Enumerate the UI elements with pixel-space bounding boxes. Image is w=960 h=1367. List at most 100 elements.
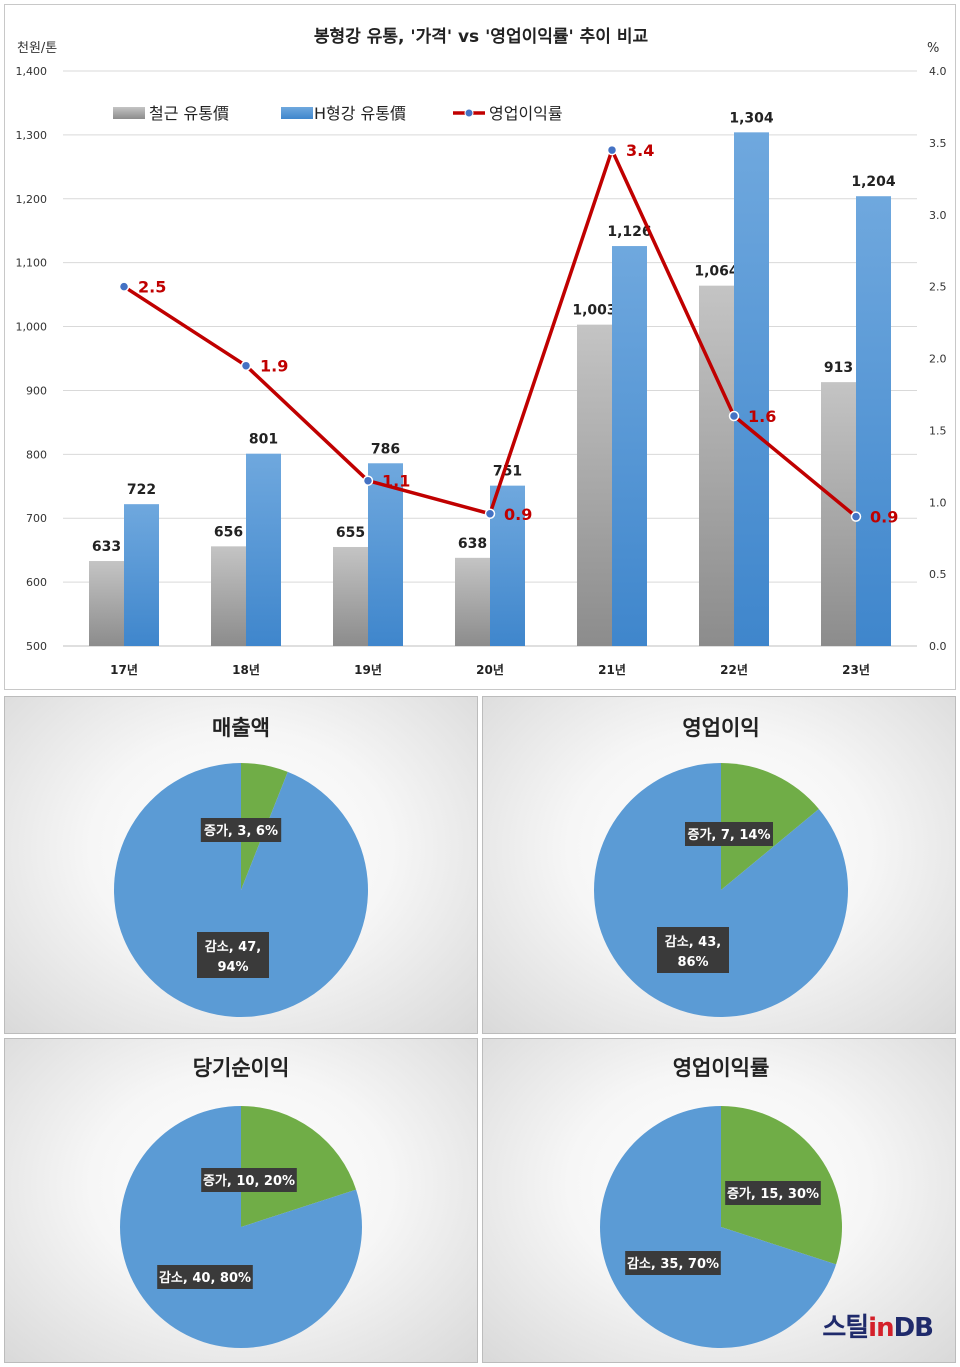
line-label-operating-margin: 1.1 xyxy=(382,472,410,491)
line-point-operating-margin xyxy=(484,508,496,519)
y-tick-right: 4.0 xyxy=(929,65,947,78)
pie-label-box xyxy=(625,1251,721,1275)
bar-hbeam-price-label: 1,126 xyxy=(607,224,651,240)
bar-hbeam-price-label: 1,304 xyxy=(729,110,774,126)
bar-rebar-price xyxy=(455,557,490,646)
legend-swatch-margin-dot xyxy=(464,108,474,118)
y-tick-right: 3.5 xyxy=(929,137,947,150)
line-label-operating-margin: 0.9 xyxy=(504,505,532,524)
pie-label-text: 감소, 35, 70% xyxy=(627,1257,719,1272)
y-tick-left: 1,300 xyxy=(16,129,48,142)
pie-label-box xyxy=(725,1181,821,1205)
pie-panel-operating-profit: 영업이익 증가, 7, 14% 감소, 43, 86% xyxy=(482,696,956,1034)
pie-panel-sales: 매출액 증가, 3, 6% 감소, 47, 94% xyxy=(4,696,478,1034)
bar-rebar-price-label: 638 xyxy=(458,536,487,552)
x-tick-label: 20년 xyxy=(476,663,504,677)
bar-hbeam-price xyxy=(612,246,647,647)
pie-label-text: 감소, 40, 80% xyxy=(159,1271,251,1286)
bar-rebar-price-label: 655 xyxy=(336,525,365,541)
pie-title: 영업이익률 xyxy=(673,1056,770,1080)
line-point-operating-margin xyxy=(118,281,130,292)
bar-rebar-price-label: 1,064 xyxy=(694,264,739,280)
y-tick-left: 600 xyxy=(26,576,47,589)
pie-title: 영업이익 xyxy=(682,716,759,740)
x-tick-label: 19년 xyxy=(354,663,382,677)
y-tick-right: 3.0 xyxy=(929,209,947,222)
pie-label-box xyxy=(197,932,269,978)
bar-rebar-price xyxy=(333,546,368,646)
pie-label-text: 증가, 3, 6% xyxy=(204,824,278,839)
x-tick-label: 22년 xyxy=(720,663,748,677)
bar-hbeam-price xyxy=(734,132,769,646)
bar-hbeam-price xyxy=(490,485,525,646)
y-tick-left: 900 xyxy=(26,384,47,397)
legend-swatch-hbeam xyxy=(281,107,313,119)
pie-title: 매출액 xyxy=(212,716,270,740)
pie-title: 당기순이익 xyxy=(193,1056,290,1080)
bar-rebar-price xyxy=(89,561,124,646)
bar-hbeam-price xyxy=(856,196,891,646)
bar-rebar-price-label: 633 xyxy=(92,539,121,555)
x-tick-label: 17년 xyxy=(110,663,138,677)
y-tick-left: 1,100 xyxy=(16,257,48,270)
bar-hbeam-price-label: 722 xyxy=(127,482,156,498)
y-tick-right: 0.0 xyxy=(929,640,947,653)
line-point-operating-margin xyxy=(728,410,740,422)
legend-label-rebar: 철근 유통價 xyxy=(149,104,229,123)
bar-hbeam-price-label: 786 xyxy=(371,441,400,457)
y-tick-right: 1.0 xyxy=(929,496,947,509)
bar-hbeam-price-label: 801 xyxy=(249,432,278,448)
pie-label-box xyxy=(200,818,282,842)
y-tick-left: 1,200 xyxy=(16,193,48,206)
pie-label-text: 94% xyxy=(217,960,248,975)
pie-slice-decrease xyxy=(600,1106,837,1348)
bar-hbeam-price xyxy=(246,453,281,646)
line-point-operating-margin xyxy=(240,360,252,371)
bar-hbeam-price xyxy=(368,463,403,646)
line-label-operating-margin: 2.5 xyxy=(138,278,166,297)
pie-slice-increase xyxy=(241,1106,357,1227)
y-tick-right: 2.0 xyxy=(929,353,947,366)
y-tick-left: 500 xyxy=(26,640,47,653)
bar-rebar-price xyxy=(699,285,734,646)
bar-hbeam-price-label: 1,204 xyxy=(851,174,896,190)
line-point-operating-margin xyxy=(362,475,374,486)
line-label-operating-margin: 0.9 xyxy=(870,508,898,527)
bar-hbeam-price-label: 751 xyxy=(493,464,522,480)
bar-hbeam-price xyxy=(124,504,159,646)
line-point-operating-margin xyxy=(850,511,862,522)
pie-label-text: 증가, 15, 30% xyxy=(727,1187,819,1202)
bar-rebar-price-label: 1,003 xyxy=(572,303,616,319)
legend-label-margin: 영업이익률 xyxy=(489,104,563,123)
x-tick-label: 18년 xyxy=(232,663,260,677)
bar-rebar-price xyxy=(577,324,612,646)
y-tick-left: 700 xyxy=(26,512,47,525)
bar-rebar-price-label: 656 xyxy=(214,524,243,540)
x-tick-label: 21년 xyxy=(598,663,626,677)
pie-label-text: 증가, 7, 14% xyxy=(687,828,770,843)
y-tick-left: 1,400 xyxy=(16,65,48,78)
line-label-operating-margin: 3.4 xyxy=(626,141,654,160)
pie-label-box xyxy=(685,822,773,846)
legend-label-hbeam: H형강 유통價 xyxy=(314,104,406,123)
pie-label-box xyxy=(157,1265,253,1289)
bar-rebar-price-label: 913 xyxy=(824,360,853,376)
y-axis-right-label: % xyxy=(927,41,939,56)
steelindb-logo: 스틸inDB xyxy=(822,1313,934,1343)
y-tick-left: 800 xyxy=(26,448,47,461)
pie-label-text: 증가, 10, 20% xyxy=(203,1174,295,1189)
y-tick-right: 2.5 xyxy=(929,281,947,294)
y-tick-right: 0.5 xyxy=(929,568,947,581)
y-tick-left: 1,000 xyxy=(16,321,48,334)
y-tick-right: 1.5 xyxy=(929,424,947,437)
pie-slice-decrease xyxy=(114,763,369,1017)
pie-label-box xyxy=(201,1168,297,1192)
legend-swatch-rebar xyxy=(113,107,145,119)
line-label-operating-margin: 1.9 xyxy=(260,357,288,376)
